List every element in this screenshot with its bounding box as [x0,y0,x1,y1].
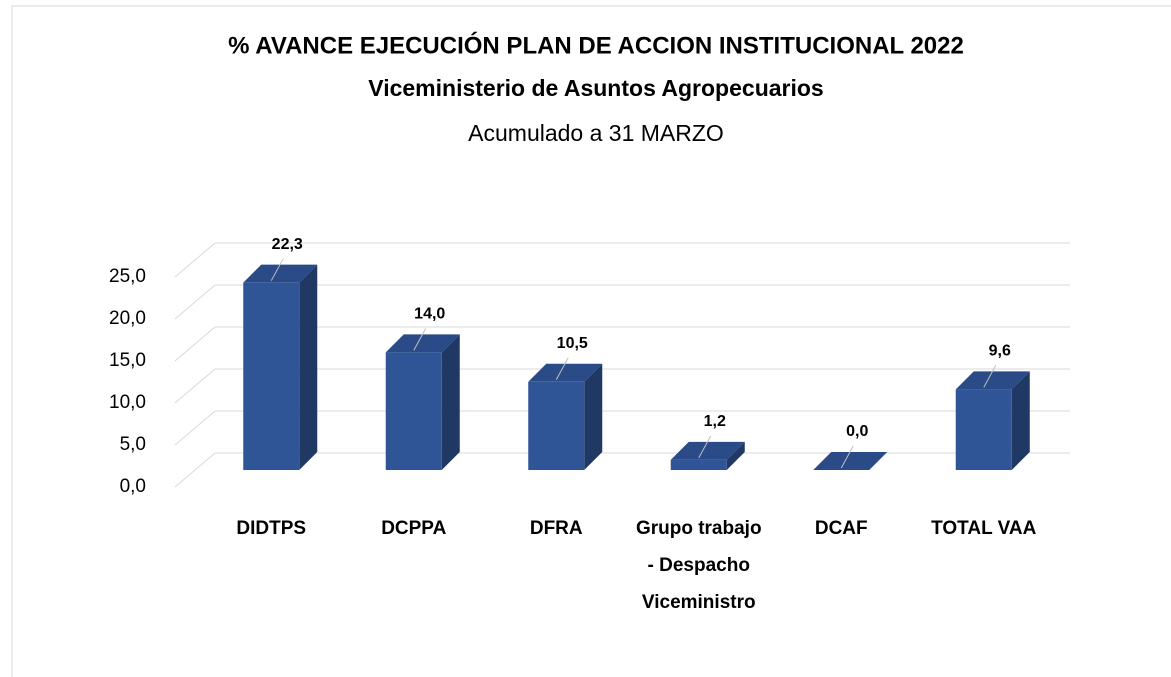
bar-side [726,441,745,470]
chart-title: % AVANCE EJECUCIÓN PLAN DE ACCION INSTIT… [228,31,964,59]
leader-line [555,357,569,381]
leader-line [698,435,712,459]
x-tick-label: DCPPA [381,518,447,539]
leader-line [840,445,854,469]
bar-side [441,334,460,470]
leader-line [983,365,997,388]
y-tick-label: 20,0 [109,308,146,329]
bar [385,352,442,470]
y-tick-label: 10,0 [109,392,146,413]
bar [528,381,585,470]
value-label: 9,6 [989,343,1011,360]
grid-line [174,242,216,278]
y-tick-label: 5,0 [120,434,146,455]
x-tick-label: Grupo trabajo - Despacho Viceministro [635,518,762,613]
value-label: 14,0 [414,306,445,323]
chart-subtitle: Viceministerio de Asuntos Agropecuarios [368,75,823,101]
y-tick-label: 15,0 [109,350,146,371]
bar-side [584,363,603,470]
leader-line [270,258,284,281]
grid-line [174,326,216,362]
value-label: 22,3 [272,236,303,253]
y-tick-label: 25,0 [109,266,146,287]
x-tick-label: DIDTPS [236,518,307,539]
bar [243,282,300,470]
leader-line [413,328,427,351]
x-tick-label: DCAF [814,518,868,539]
y-tick-label: 0,0 [120,476,146,497]
x-tick-label: DFRA [529,518,583,539]
bar [955,389,1012,470]
chart-frame [11,5,1171,677]
bar-top [813,452,888,470]
bar-side [1011,371,1030,470]
chart-note: Acumulado a 31 MARZO [468,120,724,146]
grid-line [174,410,216,446]
bar [670,459,727,470]
grid-line [174,284,216,320]
value-label: 10,5 [557,335,588,352]
grid-line [174,368,216,404]
bar-side [299,264,318,470]
bar-top [670,441,745,460]
value-label: 1,2 [704,413,726,430]
bar-top [528,363,603,382]
grid-line [174,452,216,488]
value-label: 0,0 [846,423,868,440]
bar-top [955,371,1030,390]
bar-top [243,264,318,283]
bar-top [385,334,460,353]
x-tick-label: TOTAL VAA [931,518,1037,539]
